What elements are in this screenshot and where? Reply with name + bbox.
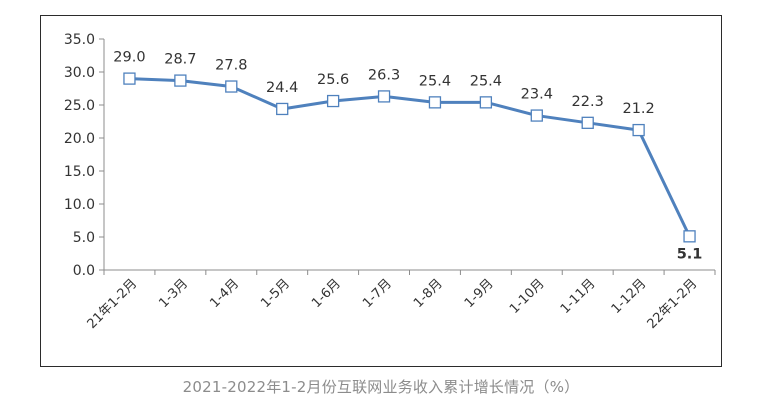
- data-label: 21.2: [622, 101, 654, 117]
- x-tick-label: 21年1-2月: [85, 276, 141, 332]
- data-label: 27.8: [215, 58, 247, 74]
- x-tick-label: 1-3月: [156, 276, 191, 311]
- x-tick-label: 1-12月: [609, 276, 650, 317]
- x-tick-label: 1-4月: [207, 276, 242, 311]
- y-tick-label: 5.0: [73, 230, 95, 246]
- data-point: [632, 123, 645, 137]
- data-point: [123, 72, 136, 85]
- data-label: 22.3: [572, 94, 604, 110]
- data-label: 25.4: [470, 73, 502, 89]
- y-tick-label: 10.0: [64, 197, 95, 213]
- x-tick-label: 1-6月: [309, 276, 344, 311]
- data-point: [377, 90, 391, 103]
- x-tick-label: 22年1-2月: [645, 276, 701, 332]
- chart-frame: 0.0 5.0 10.0 15.0 20.0 25.0 30.0 35.0 21年1-2月 1-3…: [40, 15, 722, 367]
- data-point: [581, 116, 594, 129]
- data-label: 24.4: [266, 80, 298, 96]
- x-tick-label: 1-8月: [411, 276, 446, 311]
- x-tick-label: 1-5月: [258, 276, 293, 311]
- data-label: 28.7: [164, 52, 196, 68]
- data-point: [326, 94, 340, 108]
- data-label: 25.4: [419, 73, 451, 89]
- data-label: 25.6: [317, 72, 349, 88]
- x-tick-label: 1-7月: [360, 276, 395, 311]
- data-label: 26.3: [368, 67, 400, 83]
- data-label: 23.4: [521, 87, 553, 103]
- line-chart: 0.0 5.0 10.0 15.0 20.0 25.0 30.0 35.0 21年1-2月 1-3…: [64, 32, 716, 332]
- y-tick-label: 35.0: [64, 32, 95, 48]
- x-tick-label: 1-10月: [507, 276, 548, 317]
- data-label: 29.0: [113, 50, 145, 66]
- data-point: [479, 96, 493, 109]
- y-tick-label: 15.0: [64, 164, 95, 180]
- x-tick-label: 1-11月: [558, 276, 599, 317]
- y-tick-label: 0.0: [73, 263, 95, 279]
- data-point: [530, 109, 543, 122]
- y-tick-label: 20.0: [64, 131, 95, 147]
- y-tick-label: 25.0: [64, 98, 95, 114]
- y-tick-label: 30.0: [64, 65, 95, 81]
- series-line: [129, 77, 691, 237]
- x-tick-label: 1-9月: [462, 276, 497, 311]
- chart-caption: 2021-2022年1-2月份互联网业务收入累计增长情况（%）: [182, 378, 580, 396]
- data-point: [683, 230, 696, 243]
- data-point: [174, 74, 187, 87]
- data-point: [428, 96, 442, 109]
- data-point: [276, 102, 289, 116]
- data-label: 5.1: [677, 246, 703, 262]
- data-point: [225, 80, 238, 93]
